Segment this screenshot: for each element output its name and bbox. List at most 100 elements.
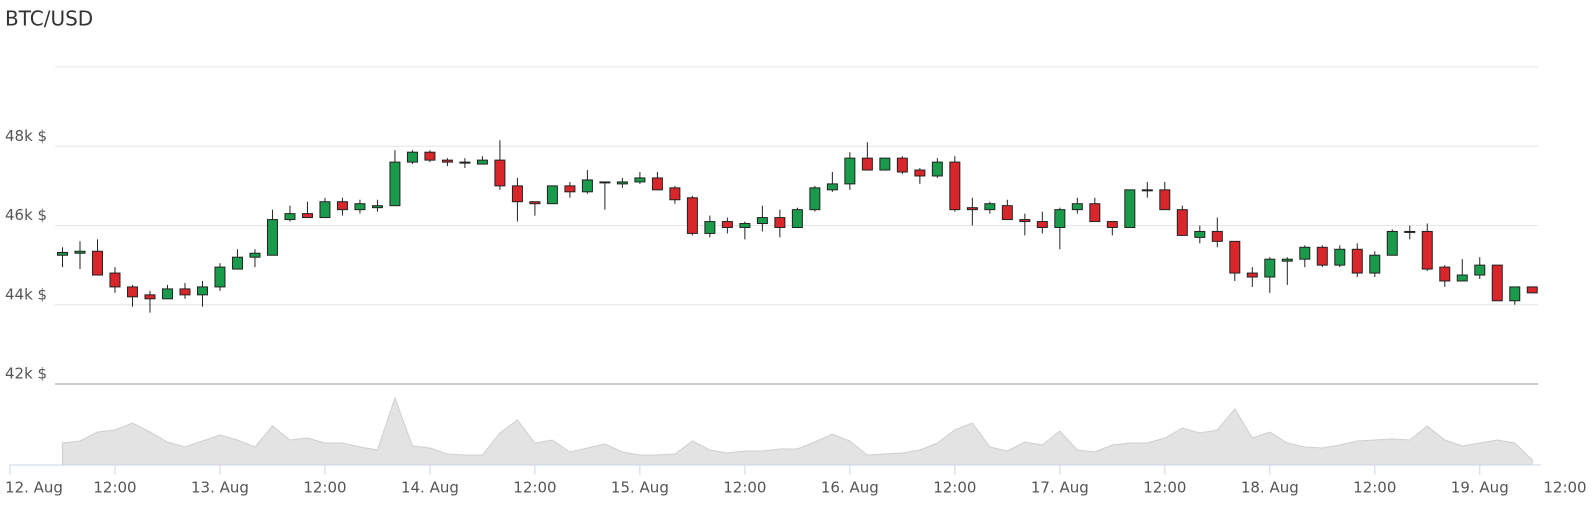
candle-body xyxy=(774,217,786,228)
candle-body xyxy=(966,207,978,211)
candle-body xyxy=(1351,248,1363,274)
candle-body xyxy=(161,288,173,300)
candle-body xyxy=(686,197,698,234)
candle-body xyxy=(756,217,768,225)
candle-body xyxy=(599,181,611,184)
candle-body xyxy=(424,151,436,161)
x-tick-label: 12:00 xyxy=(1353,479,1396,497)
x-tick-label: 12:00 xyxy=(933,479,976,497)
candle-body xyxy=(529,201,541,205)
candle-body xyxy=(301,213,313,219)
candle-body xyxy=(1089,203,1101,223)
candle-body xyxy=(949,161,961,211)
candle-body xyxy=(739,223,751,228)
candle-body xyxy=(1404,230,1416,233)
candle-body xyxy=(56,251,68,256)
candle-body xyxy=(704,221,716,234)
candle-body xyxy=(74,250,86,254)
candle-body xyxy=(1019,219,1031,223)
candle-body xyxy=(1299,246,1311,260)
candle-body xyxy=(669,187,681,201)
candle-body xyxy=(476,159,488,165)
candle-body xyxy=(651,177,663,191)
candle-body xyxy=(1229,240,1241,274)
candle-body xyxy=(511,185,523,203)
x-tick-label: 12:00 xyxy=(723,479,766,497)
candle-body xyxy=(634,177,646,183)
candle-body xyxy=(1421,230,1433,270)
candle-body xyxy=(1246,272,1258,278)
candle-body xyxy=(1036,221,1048,228)
candle-body xyxy=(791,209,803,228)
candle-body xyxy=(1369,254,1381,274)
candle-body xyxy=(1124,189,1136,228)
x-tick-label: 12:00 xyxy=(1143,479,1186,497)
candle-body xyxy=(389,161,401,207)
y-tick-label: 42k $ xyxy=(5,365,47,383)
candle-body xyxy=(406,151,418,163)
x-tick-label: 19. Aug xyxy=(1451,479,1509,497)
x-tick-label: 15. Aug xyxy=(611,479,669,497)
candle-body xyxy=(494,159,506,187)
candle-body xyxy=(1106,221,1118,228)
candle-body xyxy=(1456,274,1468,282)
candle-body xyxy=(354,203,366,211)
chart-title: BTC/USD xyxy=(5,7,93,31)
candle-body xyxy=(984,203,996,211)
candle-body xyxy=(319,201,331,219)
candle-body xyxy=(126,286,138,298)
x-tick-label: 12:00 xyxy=(513,479,556,497)
x-tick-label: 12:00 xyxy=(303,479,346,497)
candle-body xyxy=(1176,209,1188,236)
candle-body xyxy=(1526,286,1538,294)
candle-body xyxy=(721,221,733,228)
x-tick-label: 12:00 xyxy=(93,479,136,497)
candle-body xyxy=(1264,258,1276,278)
candle-body xyxy=(179,288,191,296)
x-tick-label: 17. Aug xyxy=(1031,479,1089,497)
candle-body xyxy=(336,201,348,211)
x-tick-label: 12:00 xyxy=(1543,479,1586,497)
candle-body xyxy=(371,205,383,209)
candle-body xyxy=(826,183,838,191)
candle-body xyxy=(896,157,908,173)
candle-body xyxy=(546,185,558,205)
candle-body xyxy=(1001,205,1013,221)
candle-body xyxy=(1474,264,1486,276)
candle-body xyxy=(1281,258,1293,262)
candle-body xyxy=(109,272,121,288)
candle-body xyxy=(1334,248,1346,266)
candle-body xyxy=(1141,189,1153,192)
candle-body xyxy=(214,266,226,288)
candle-body xyxy=(441,159,453,163)
candle-body xyxy=(1054,209,1066,228)
candle-body xyxy=(1211,230,1223,242)
candle-body xyxy=(1071,203,1083,211)
x-tick-label: 14. Aug xyxy=(401,479,459,497)
candle-body xyxy=(266,219,278,256)
candle-body xyxy=(1509,286,1521,302)
candle-body xyxy=(1386,230,1398,256)
candle-body xyxy=(616,181,628,185)
candle-body xyxy=(879,157,891,171)
x-tick-label: 18. Aug xyxy=(1241,479,1299,497)
candle-body xyxy=(144,294,156,300)
y-tick-label: 46k $ xyxy=(5,206,47,224)
candle-body xyxy=(581,179,593,193)
candle-body xyxy=(1194,230,1206,238)
candle-body xyxy=(1491,264,1503,302)
volume-area xyxy=(61,396,1533,466)
candle-body xyxy=(284,213,296,221)
candle-body xyxy=(249,252,261,258)
candle-body xyxy=(196,286,208,296)
candle-body xyxy=(861,157,873,171)
candle-body xyxy=(914,169,926,177)
candle-body xyxy=(1316,246,1328,266)
candle-body xyxy=(1159,189,1171,211)
candle-body xyxy=(809,187,821,211)
candle-body xyxy=(459,161,471,164)
candle-body xyxy=(931,161,943,177)
candle-body xyxy=(844,157,856,185)
y-tick-label: 48k $ xyxy=(5,127,47,145)
